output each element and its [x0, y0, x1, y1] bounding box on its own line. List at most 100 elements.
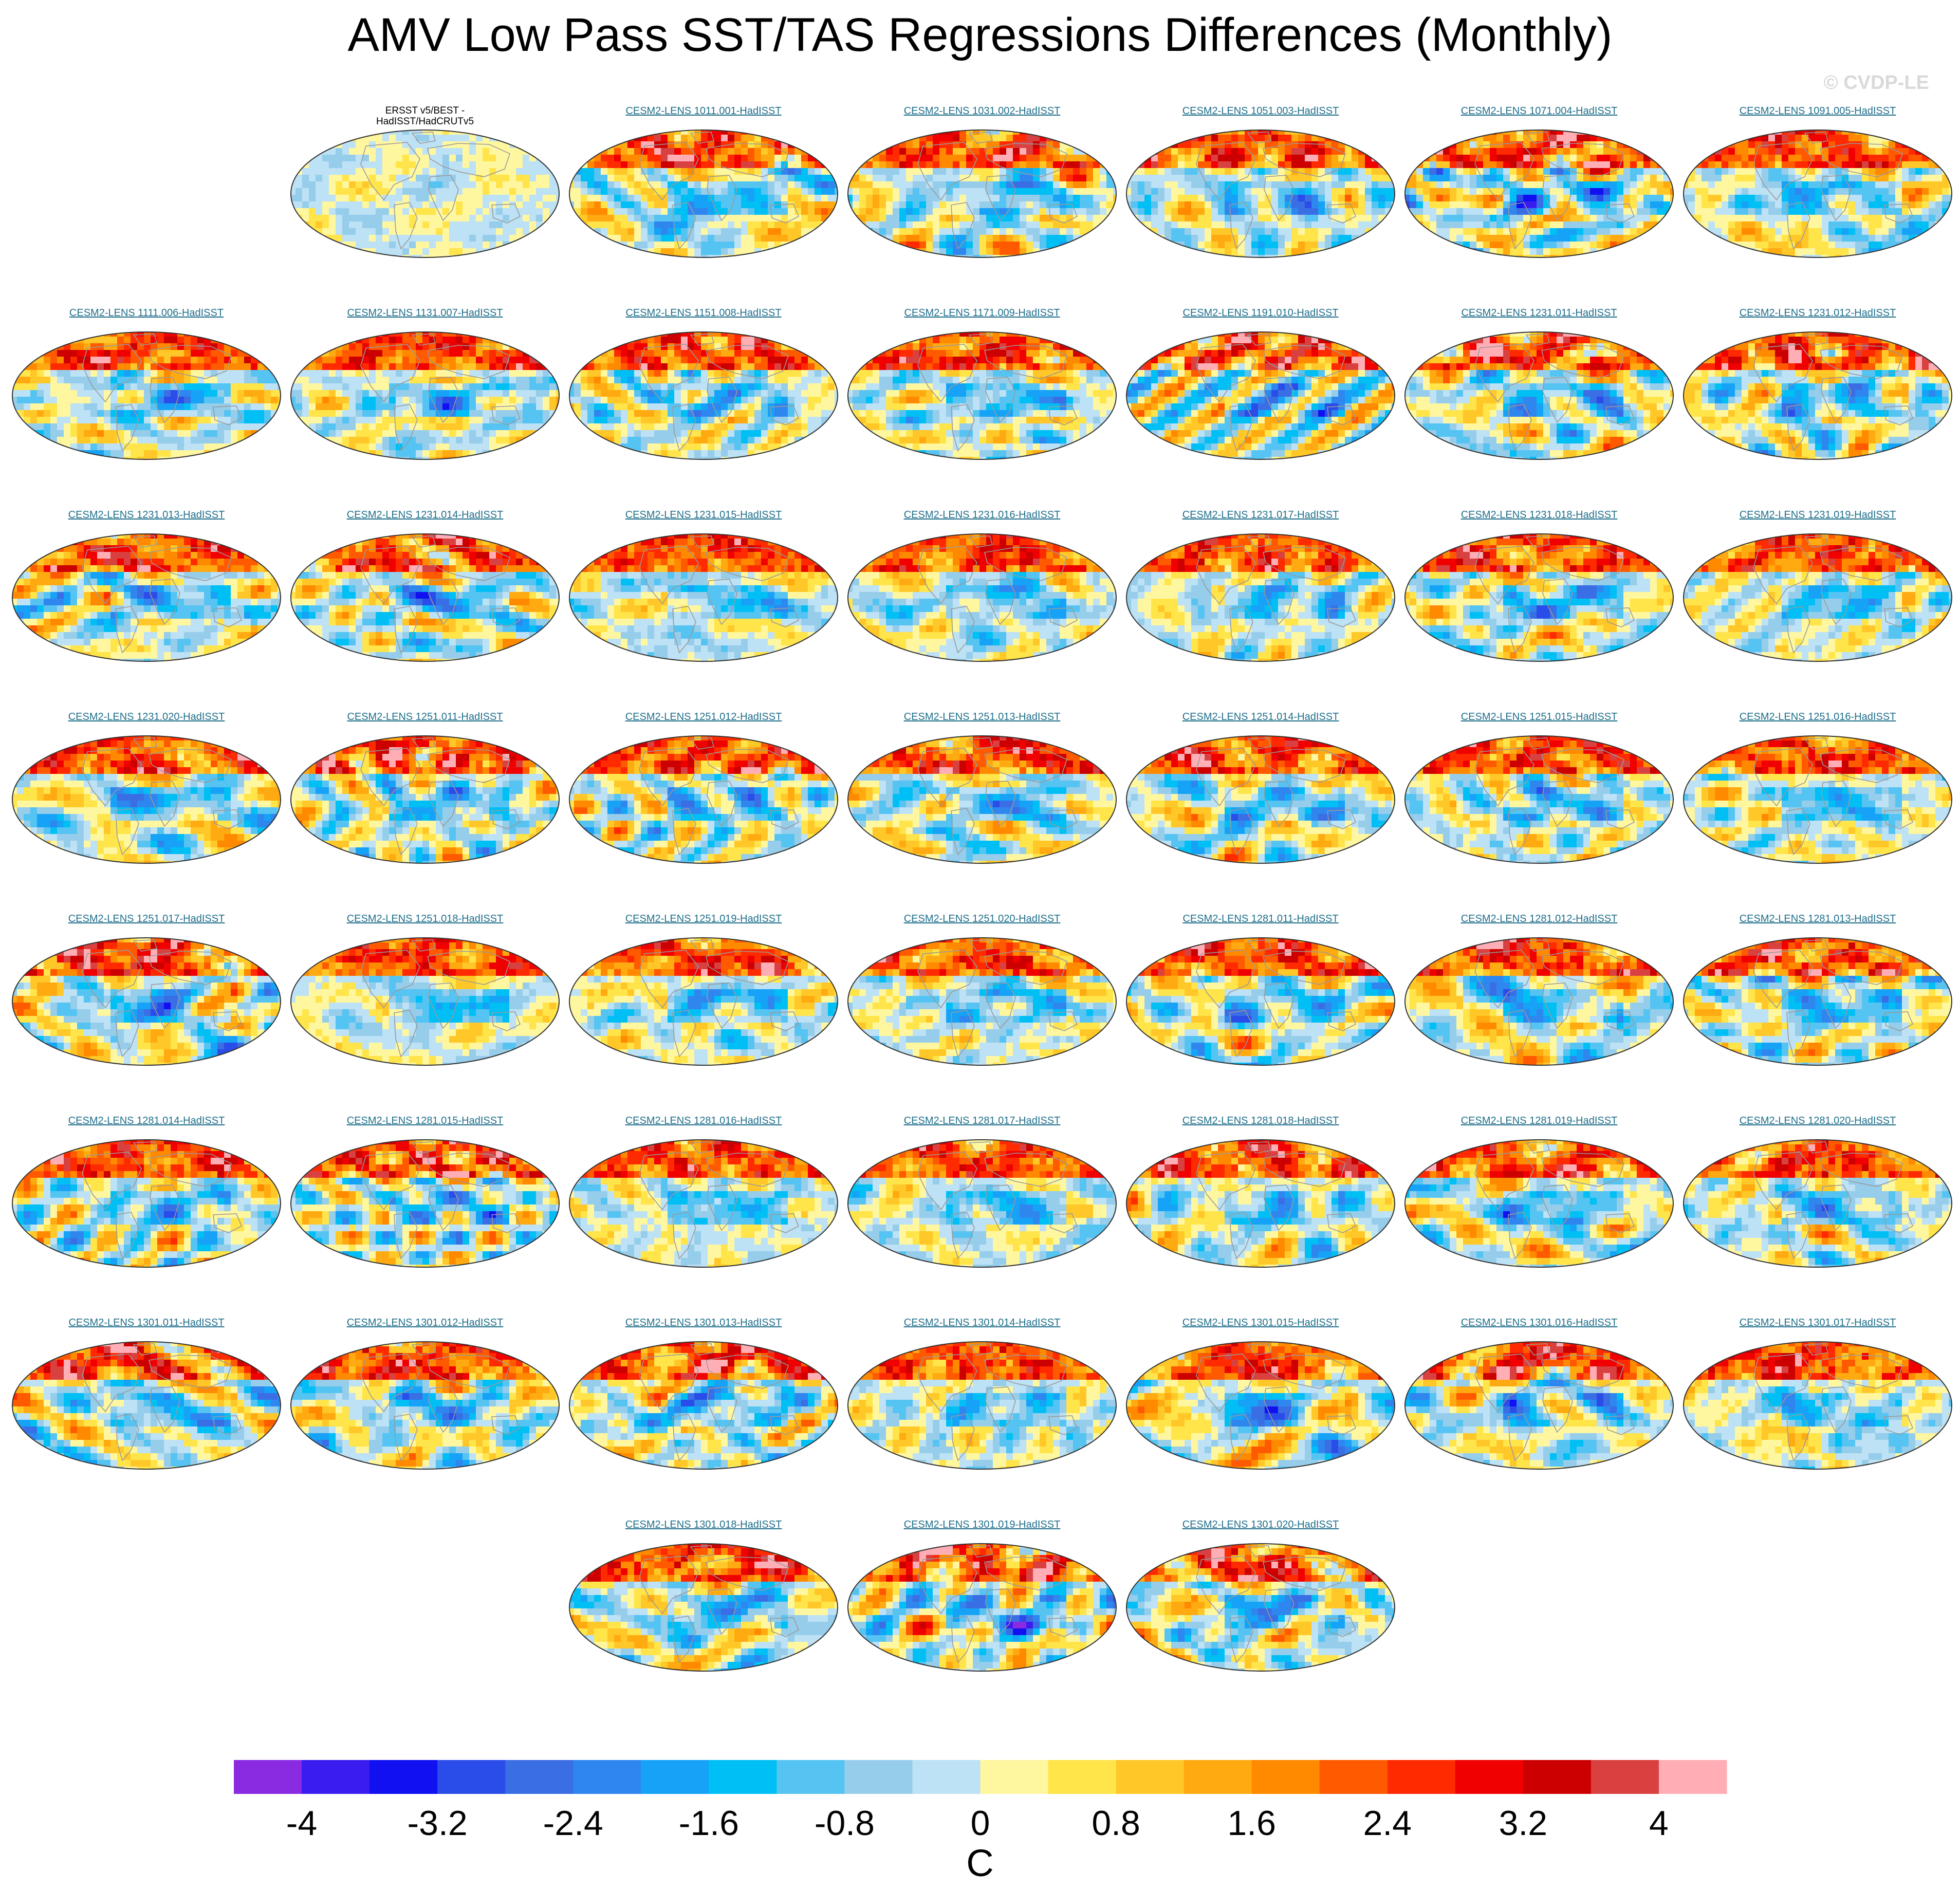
regression-field	[12, 938, 281, 1065]
panel-title: CESM2-LENS 1231.013-HadISST	[10, 509, 283, 521]
map-outline	[290, 937, 560, 1066]
coastline	[1327, 1011, 1357, 1031]
coastline	[1196, 1555, 1256, 1615]
map-outline	[569, 129, 838, 258]
colorbar-swatch	[912, 1760, 981, 1794]
coastline	[770, 607, 800, 627]
coastline	[1753, 344, 1813, 403]
map-panel: ERSST v5/BEST - HadISST/HadCRUTv5	[289, 105, 561, 260]
panel-title: CESM2-LENS 1071.004-HadISST	[1403, 105, 1675, 117]
panel-title: CESM2-LENS 1281.012-HadISST	[1403, 913, 1675, 924]
coastline	[706, 143, 789, 177]
colorbar-swatch	[641, 1760, 709, 1794]
map-panel: CESM2-LENS 1281.020-HadISST	[1681, 1115, 1954, 1269]
global-map	[1404, 533, 1674, 662]
global-map	[1683, 533, 1952, 662]
coastline	[394, 1212, 418, 1259]
coastline	[428, 1184, 459, 1231]
coastline	[1327, 405, 1357, 425]
map-panel: CESM2-LENS 1281.016-HadISST	[567, 1115, 840, 1269]
map-outline	[290, 735, 560, 864]
map-outline	[290, 331, 560, 460]
coastline	[1247, 333, 1272, 346]
map-outline	[569, 937, 838, 1066]
coastline	[1884, 809, 1914, 829]
coastline	[672, 1010, 696, 1058]
panel-title: CESM2-LENS 1251.012-HadISST	[567, 711, 840, 722]
coastline	[115, 1212, 139, 1259]
coastline	[1820, 547, 1903, 581]
coastline	[1542, 175, 1573, 221]
colorbar-tick-label: -3.2	[408, 1804, 468, 1843]
panel-title: CESM2-LENS 1301.015-HadISST	[1124, 1317, 1397, 1328]
regression-field	[12, 736, 281, 863]
coastline	[1804, 939, 1829, 952]
coastline	[770, 1415, 800, 1435]
coastline	[1786, 1414, 1810, 1461]
map-panel: CESM2-LENS 1301.014-HadISST	[846, 1317, 1118, 1471]
coastline	[1541, 345, 1624, 379]
coastline	[917, 1555, 977, 1615]
coastline	[149, 345, 232, 379]
coastline	[770, 809, 800, 829]
coastline	[1820, 1355, 1903, 1389]
coastline	[1048, 1011, 1078, 1031]
panel-title: CESM2-LENS 1231.020-HadISST	[10, 711, 283, 722]
coastline	[213, 809, 243, 829]
coastline	[968, 333, 993, 346]
global-map	[847, 735, 1117, 864]
map-outline	[12, 735, 281, 864]
coastline	[984, 1557, 1067, 1591]
coastline	[133, 333, 158, 346]
coastline	[1327, 203, 1357, 224]
coastline	[1508, 404, 1532, 452]
map-outline	[847, 331, 1117, 460]
global-map	[847, 1543, 1117, 1672]
coastline	[1541, 951, 1624, 985]
coastline	[984, 1153, 1067, 1187]
coastline	[1196, 748, 1256, 807]
panel-title: CESM2-LENS 1301.013-HadISST	[567, 1317, 840, 1328]
coastline	[770, 1617, 800, 1637]
global-map	[1683, 937, 1952, 1066]
coastline	[639, 1354, 699, 1413]
coastline	[1229, 808, 1253, 856]
coastline	[394, 1414, 418, 1461]
map-outline	[847, 1139, 1117, 1268]
coastline	[1821, 377, 1852, 423]
regression-field	[1405, 332, 1673, 459]
coastline	[82, 344, 142, 403]
coastline	[427, 1355, 510, 1389]
colorbar-tick-label: -2.4	[543, 1804, 603, 1843]
coastline	[917, 950, 977, 1009]
coastline	[639, 1555, 699, 1615]
coastline	[1753, 1354, 1813, 1413]
map-outline	[1683, 1341, 1952, 1470]
coastline	[672, 404, 696, 452]
map-outline	[1683, 331, 1952, 460]
coastline	[1525, 1343, 1550, 1356]
coastline	[1786, 1010, 1810, 1058]
global-map	[290, 1139, 560, 1268]
regression-field	[12, 332, 281, 459]
global-map	[847, 533, 1117, 662]
global-map	[1404, 1341, 1674, 1470]
coastline	[690, 535, 715, 548]
regression-field	[848, 1544, 1116, 1671]
coastline	[360, 748, 420, 807]
panel-title: CESM2-LENS 1301.017-HadISST	[1681, 1317, 1954, 1328]
coastline	[213, 1213, 243, 1233]
coastline	[1753, 1152, 1813, 1211]
panel-title: CESM2-LENS 1251.017-HadISST	[10, 913, 283, 924]
regression-field	[1405, 938, 1673, 1065]
colorbar-units-label: C	[966, 1842, 993, 1884]
coastline	[82, 950, 142, 1009]
coastline	[411, 1343, 436, 1356]
coastline	[1327, 1617, 1357, 1637]
coastline	[672, 202, 696, 250]
coastline	[968, 1343, 993, 1356]
colorbar-tick-label: -4	[286, 1804, 317, 1843]
coastline	[82, 546, 142, 605]
global-map	[1126, 937, 1395, 1066]
map-panel: CESM2-LENS 1301.013-HadISST	[567, 1317, 840, 1471]
